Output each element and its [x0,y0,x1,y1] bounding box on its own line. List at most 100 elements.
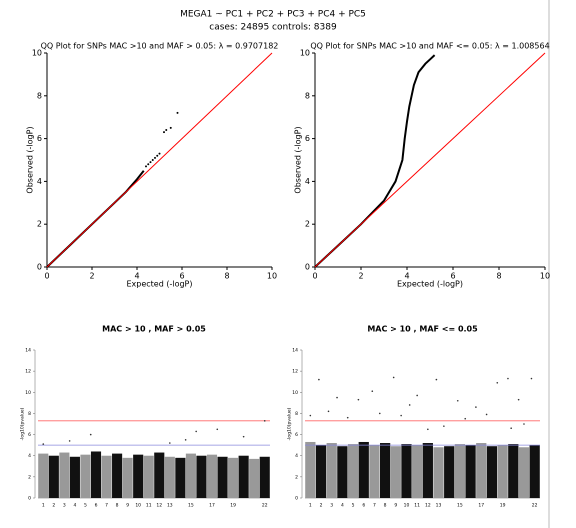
y-tick-label: 2 [37,220,42,229]
x-tick-label: 22 [262,503,268,509]
x-tick-label: 10 [267,272,277,281]
x-axis-label: Expected (-logP) [397,280,463,289]
chromosome-block [454,444,466,498]
x-tick-label: 15 [457,503,463,509]
chromosome-block [48,455,59,498]
y-tick-label: 4 [37,177,42,186]
x-tick-label: 8 [496,272,501,281]
qq-point [165,129,168,132]
chromosome-block [358,441,369,498]
chromosome-block [154,452,165,498]
chromosome-block [69,456,80,498]
x-tick-label: 2 [320,503,323,509]
y-tick-label: 8 [295,411,298,417]
x-tick-label: 1 [42,503,45,509]
y-tick-label: 10 [300,49,310,58]
y-tick-label: 8 [37,91,42,100]
snp-point [263,420,266,422]
chromosome-block [249,458,260,498]
chromosome-block [164,456,175,498]
snp-point [416,394,418,397]
qq-point [158,152,161,155]
chromosome-block [101,455,112,498]
x-tick-label: 5 [352,503,355,509]
chromosome-block [38,453,49,498]
x-tick-label: 10 [540,272,550,281]
snp-point [496,381,499,384]
snp-point [89,433,92,436]
snp-point [216,428,219,431]
x-tick-label: 8 [384,503,387,509]
snp-point [530,377,533,380]
x-tick-label: 9 [126,503,129,509]
snp-point [309,414,312,417]
x-tick-label: 7 [373,503,376,509]
y-axis-label: -log10(pvalue) [20,407,26,440]
snp-point [184,439,187,441]
x-tick-label: 13 [436,503,442,509]
y-tick-label: 10 [292,390,298,396]
x-tick-label: 5 [84,503,87,509]
chromosome-block [465,445,476,498]
x-tick-label: 8 [116,503,119,509]
snp-point [427,428,429,431]
x-tick-label: 17 [209,503,215,509]
snp-point [435,378,438,381]
y-tick-label: 2 [28,474,31,480]
x-tick-label: 3 [330,503,333,509]
x-tick-label: 4 [404,272,409,281]
x-tick-label: 0 [312,272,317,281]
qq-point [156,154,159,157]
x-tick-label: 3 [63,503,66,509]
qq-point [176,111,179,114]
snp-point [456,399,459,402]
chromosome-block [326,443,337,498]
x-tick-label: 12 [425,503,431,509]
canvas [0,0,549,528]
y-tick-label: 0 [305,263,310,272]
x-tick-label: 2 [89,272,94,281]
chromosome-block [196,455,207,498]
y-tick-label: 0 [37,263,42,272]
qq-line [314,52,546,268]
y-tick-label: 14 [25,348,31,354]
y-tick-label: 10 [25,390,31,396]
snp-point [378,412,381,415]
qq-point [169,126,172,129]
x-tick-label: 0 [44,272,49,281]
y-tick-label: 0 [28,496,31,502]
y-tick-label: 6 [28,432,31,438]
snp-point [475,406,477,408]
chromosome-block [476,443,487,498]
chromosome-block [259,456,270,498]
chromosome-block [347,444,359,498]
snp-point [195,430,197,433]
snp-point [485,413,488,416]
y-tick-label: 4 [305,177,310,186]
x-tick-label: 13 [167,503,173,509]
qq-point [151,159,154,161]
chromosome-block [369,445,380,498]
snp-point [517,398,520,401]
snp-point [408,404,411,406]
snp-point [242,435,245,438]
chromosome-block [122,457,133,498]
x-tick-label: 2 [52,503,55,509]
chromosome-block [143,455,154,498]
chromosome-block [497,445,508,498]
chromosome-block [133,454,144,498]
y-axis-label: Observed (-logP) [26,126,35,193]
x-tick-label: 10 [135,503,141,509]
snp-point [400,414,402,417]
x-tick-label: 8 [224,272,229,281]
chromosome-block [185,453,196,498]
y-tick-label: 0 [295,496,298,502]
chromosome-block [444,446,455,498]
chromosome-block [422,443,433,498]
y-tick-label: 12 [292,369,298,375]
x-tick-label: 9 [394,503,397,509]
chromosome-block [206,454,218,498]
snp-point [510,427,512,430]
chromosome-block [486,446,498,498]
chromosome-block [228,457,239,498]
